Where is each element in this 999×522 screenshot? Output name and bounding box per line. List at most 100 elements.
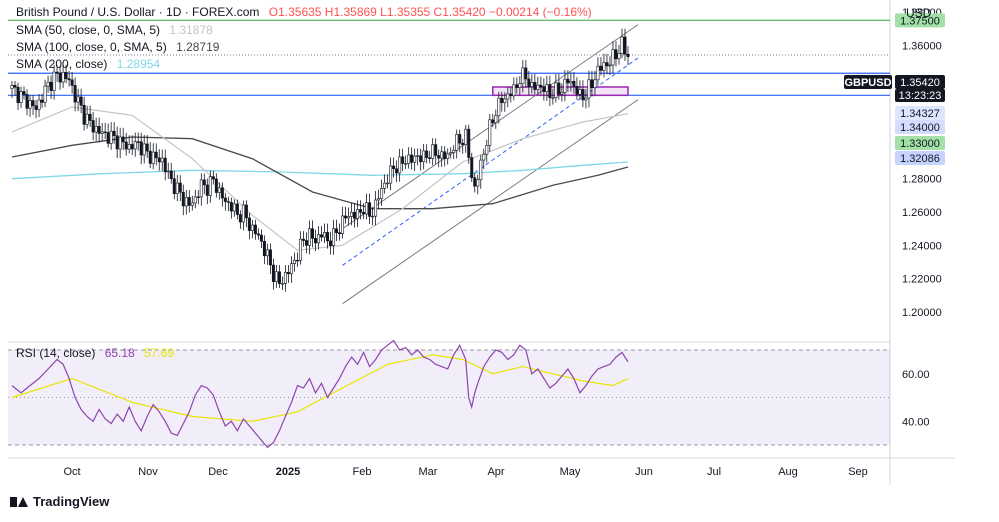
candle	[148, 142, 152, 169]
candle-body	[256, 233, 260, 236]
price-tick-label: 1.22000	[902, 274, 942, 286]
candle-body	[193, 196, 197, 204]
candle	[46, 75, 50, 94]
candle-body	[602, 62, 606, 71]
rsi-line	[11, 339, 629, 449]
candle	[560, 83, 564, 102]
moving-averages	[11, 106, 629, 251]
candle	[124, 132, 128, 156]
price-tick-label: 1.36000	[902, 40, 942, 52]
candle	[184, 189, 188, 215]
candle	[91, 111, 95, 141]
candle-body	[407, 154, 411, 164]
candle-body	[479, 159, 483, 181]
price-label-bg	[895, 106, 945, 120]
candle	[401, 148, 405, 171]
candle-body	[295, 259, 299, 262]
sma200-label: SMA (200, close)	[16, 57, 108, 71]
rsi-tick-label: 40.00	[902, 416, 930, 428]
price-label: 1.37500	[895, 13, 945, 27]
candle-body	[518, 83, 522, 88]
candle	[208, 170, 212, 203]
candle	[31, 94, 35, 115]
candle-body	[395, 168, 399, 174]
candle	[614, 41, 618, 67]
candle	[581, 80, 585, 108]
currency-selector[interactable]: USD	[906, 6, 932, 20]
tradingview-brand[interactable]: TradingView	[10, 494, 109, 509]
countdown-bg	[895, 89, 945, 102]
candle	[530, 74, 534, 94]
candle-body	[286, 272, 290, 275]
time-tick-label: Oct	[63, 466, 80, 478]
candle-body	[551, 97, 555, 99]
candle	[10, 81, 14, 98]
candle	[572, 72, 576, 94]
candle-body	[46, 81, 50, 87]
candle-body	[389, 165, 393, 184]
ohlc-readout: O1.35635 H1.35869 L1.35355 C1.35420 −0.0…	[268, 5, 592, 19]
candle	[19, 86, 23, 109]
candle	[545, 75, 549, 101]
candle-body	[58, 72, 62, 83]
candle-body	[259, 234, 263, 242]
candle-body	[277, 271, 281, 284]
candle-body	[419, 155, 423, 163]
candle-body	[148, 150, 152, 164]
candle	[605, 53, 609, 75]
channel-lower	[342, 99, 639, 305]
candle	[22, 86, 26, 100]
candle-body	[365, 202, 369, 215]
candle	[551, 88, 555, 105]
candle	[154, 143, 158, 166]
candle	[142, 134, 146, 164]
candle	[458, 129, 462, 153]
candle	[172, 170, 176, 200]
candle-body	[392, 165, 396, 170]
candle-body	[464, 128, 468, 146]
candle	[413, 148, 417, 171]
candle-body	[611, 49, 615, 66]
candle-body	[94, 126, 98, 133]
candle-body	[488, 119, 492, 146]
candle-body	[175, 182, 179, 194]
candle-body	[124, 141, 128, 150]
candle	[37, 94, 41, 118]
candle-body	[43, 85, 47, 103]
candle-body	[413, 155, 417, 163]
candle-body	[25, 94, 29, 109]
candle	[67, 70, 71, 87]
candle	[187, 190, 191, 213]
candle	[277, 264, 281, 288]
candle	[476, 174, 480, 195]
candle-body	[169, 170, 173, 180]
candle-body	[283, 272, 287, 284]
symbol-tag: GBPUSD	[844, 75, 892, 89]
candle	[286, 265, 290, 283]
candle-body	[560, 92, 564, 95]
candle	[617, 44, 621, 65]
candle-body	[223, 197, 227, 202]
candle	[359, 200, 363, 220]
candle-body	[374, 199, 378, 217]
candle	[539, 76, 543, 95]
candle-body	[509, 93, 513, 97]
candle-body	[575, 86, 579, 95]
candle-body	[85, 113, 89, 125]
candle-body	[383, 182, 387, 189]
candle	[386, 174, 390, 189]
candle-body	[64, 71, 68, 79]
candle	[274, 265, 278, 288]
candle-body	[250, 224, 254, 231]
candle	[193, 189, 197, 209]
candle	[326, 223, 330, 249]
candle	[611, 41, 615, 74]
candle-body	[422, 150, 426, 163]
time-tick-label: Dec	[208, 466, 228, 478]
candle-body	[304, 240, 308, 246]
candle	[620, 28, 624, 59]
candle-body	[467, 128, 471, 158]
candle-body	[485, 145, 489, 155]
time-tick-label: Mar	[419, 466, 438, 478]
